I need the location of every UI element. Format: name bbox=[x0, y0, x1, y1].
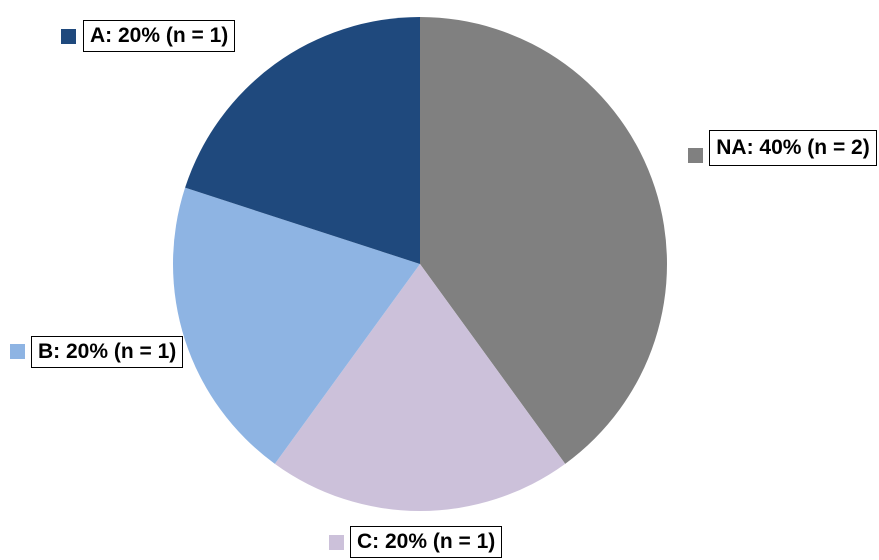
legend-swatch-na bbox=[688, 148, 703, 163]
legend-swatch-b bbox=[10, 344, 25, 359]
pie-slice-a bbox=[185, 17, 420, 264]
legend-swatch-a bbox=[61, 29, 76, 44]
pie-slice-na bbox=[420, 17, 668, 464]
slice-label-c: C: 20% (n = 1) bbox=[350, 526, 503, 558]
pie-slice-b bbox=[173, 187, 420, 464]
pie-slice-c bbox=[274, 264, 566, 512]
slice-label-a: A: 20% (n = 1) bbox=[83, 20, 236, 52]
legend-swatch-c bbox=[329, 535, 344, 550]
slice-label-b: B: 20% (n = 1) bbox=[31, 336, 184, 368]
slice-label-na: NA: 40% (n = 2) bbox=[709, 130, 877, 166]
pie-slices bbox=[173, 17, 668, 512]
